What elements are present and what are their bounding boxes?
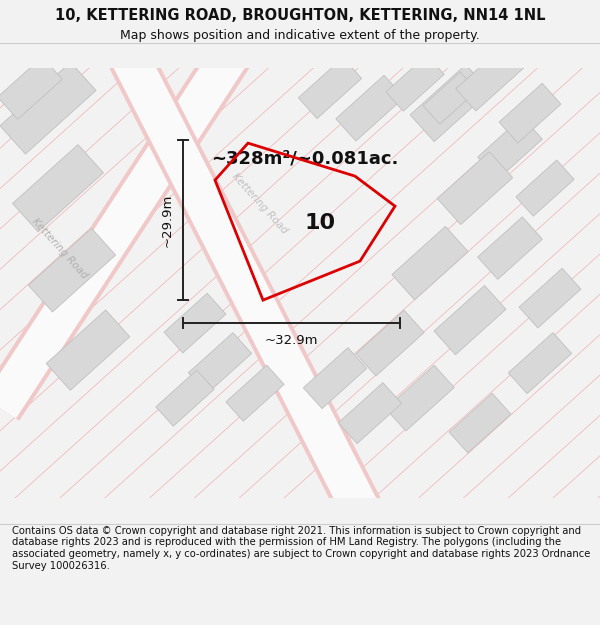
- Text: Contains OS data © Crown copyright and database right 2021. This information is : Contains OS data © Crown copyright and d…: [12, 526, 590, 571]
- Polygon shape: [499, 83, 561, 143]
- Polygon shape: [516, 160, 574, 216]
- Polygon shape: [113, 49, 377, 517]
- Polygon shape: [508, 332, 572, 394]
- Polygon shape: [46, 310, 130, 390]
- Polygon shape: [456, 45, 524, 111]
- Text: ~32.9m: ~32.9m: [265, 334, 318, 347]
- Polygon shape: [423, 72, 477, 124]
- Polygon shape: [28, 228, 116, 312]
- Polygon shape: [0, 38, 251, 419]
- Polygon shape: [164, 293, 226, 353]
- Polygon shape: [156, 370, 214, 426]
- Polygon shape: [304, 348, 367, 409]
- Text: ~29.9m: ~29.9m: [161, 194, 173, 247]
- Polygon shape: [478, 217, 542, 279]
- Polygon shape: [386, 365, 454, 431]
- Polygon shape: [110, 48, 380, 519]
- Polygon shape: [13, 144, 103, 232]
- Text: Kettering Road: Kettering Road: [31, 216, 89, 281]
- Text: Kettering Road: Kettering Road: [230, 171, 290, 236]
- Polygon shape: [356, 310, 424, 376]
- Text: 10, KETTERING ROAD, BROUGHTON, KETTERING, NN14 1NL: 10, KETTERING ROAD, BROUGHTON, KETTERING…: [55, 9, 545, 24]
- Polygon shape: [434, 286, 506, 355]
- Polygon shape: [478, 117, 542, 179]
- Text: 10: 10: [304, 213, 335, 233]
- Polygon shape: [437, 152, 513, 224]
- Polygon shape: [410, 64, 490, 142]
- Polygon shape: [0, 57, 62, 119]
- Text: ~328m²/~0.081ac.: ~328m²/~0.081ac.: [211, 149, 398, 167]
- Polygon shape: [519, 268, 581, 328]
- Polygon shape: [226, 365, 284, 421]
- Polygon shape: [386, 55, 444, 111]
- Polygon shape: [0, 62, 96, 154]
- Polygon shape: [0, 36, 254, 421]
- Polygon shape: [298, 58, 362, 119]
- Polygon shape: [188, 332, 251, 394]
- Polygon shape: [449, 393, 511, 453]
- Polygon shape: [338, 382, 401, 444]
- Text: Map shows position and indicative extent of the property.: Map shows position and indicative extent…: [120, 29, 480, 42]
- Polygon shape: [392, 226, 468, 300]
- Polygon shape: [336, 75, 404, 141]
